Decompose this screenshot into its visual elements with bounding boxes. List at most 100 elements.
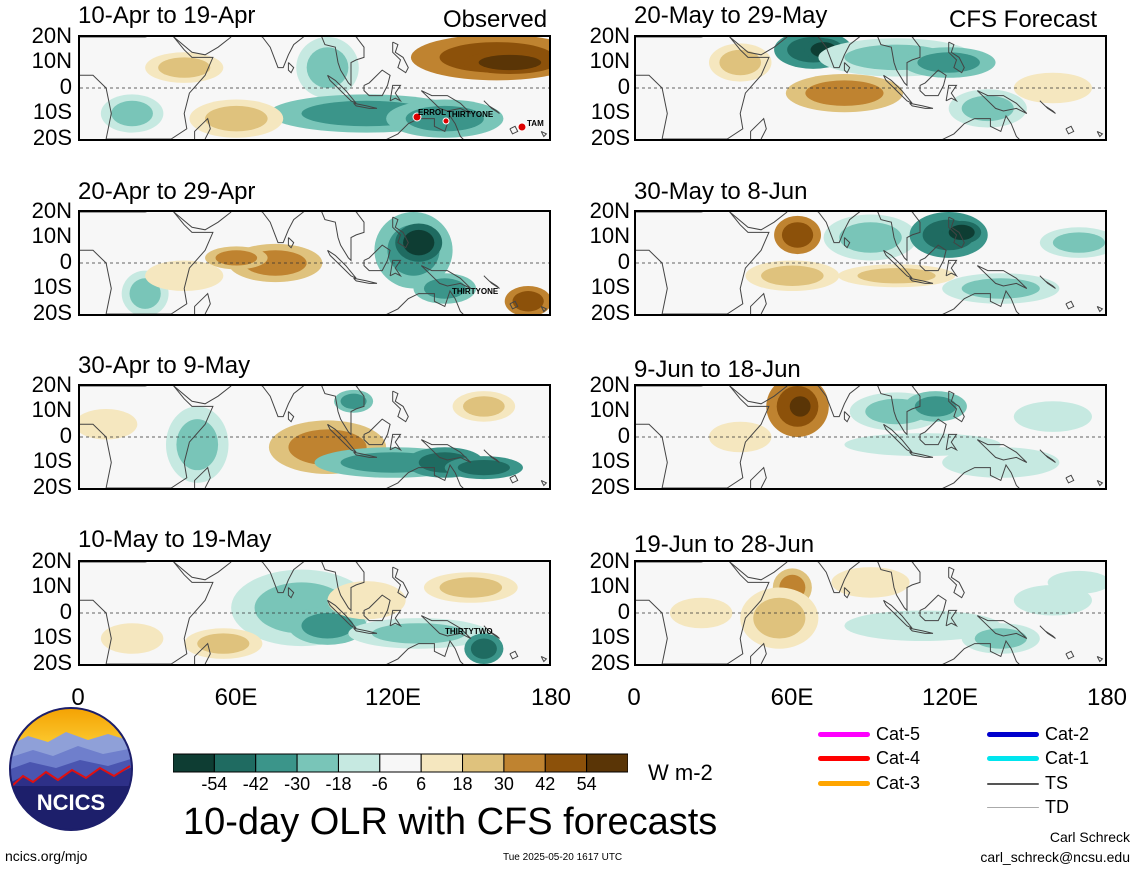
lat-label-obs-4-2: 0: [59, 599, 72, 624]
lat-label-obs-1-0: 20N: [31, 23, 72, 48]
ncics-logo: NCICS: [8, 706, 134, 832]
panel-title-fcst-1: 20-May to 29-May: [634, 2, 828, 29]
lat-label-obs-2-2: 0: [59, 249, 72, 274]
map-panel-fcst-2: [634, 210, 1107, 316]
main-title: 10-day OLR with CFS forecasts: [183, 801, 718, 843]
lat-label-obs-4-0: 20N: [31, 548, 72, 573]
lon-label-left-180: 180: [530, 684, 572, 711]
lat-label-fcst-1-1: 10N: [589, 48, 630, 73]
lat-label-obs-1-2: 0: [59, 74, 72, 99]
legend-label-cat-4: Cat-4: [876, 748, 921, 768]
legend-line-cat-3: [818, 781, 870, 786]
map-panel-fcst-3: [634, 384, 1107, 490]
legend-label-cat-2: Cat-2: [1045, 724, 1090, 744]
legend-label-cat-5: Cat-5: [876, 724, 921, 744]
lat-label-fcst-3-3: 10S: [590, 448, 630, 473]
lat-label-obs-1-1: 10N: [31, 48, 72, 73]
colorbar-tick-label: -54: [201, 774, 228, 794]
legend-line-cat-4: [818, 756, 870, 761]
observed-label: Observed: [443, 6, 548, 33]
colorbar-swatch: [255, 753, 298, 773]
legend-line-ts: [987, 783, 1039, 785]
lat-label-fcst-3-1: 10N: [589, 397, 630, 422]
legend-label-cat-1: Cat-1: [1045, 748, 1090, 768]
colorbar-swatch: [379, 753, 422, 773]
lat-label-fcst-4-1: 10N: [589, 573, 630, 598]
logo-text: NCICS: [37, 790, 105, 815]
colorbar-swatch: [337, 753, 381, 773]
colorbar-tick-label: 30: [493, 774, 514, 794]
lon-label-left-120e: 120E: [364, 684, 422, 711]
lon-label-right-0: 0: [627, 684, 641, 711]
colorbar-swatch: [462, 753, 505, 773]
lat-label-obs-4-3: 10S: [32, 624, 72, 649]
lat-label-obs-3-1: 10N: [31, 397, 72, 422]
map-panel-obs-3: [78, 384, 551, 490]
colorbar-swatch: [586, 753, 629, 773]
lon-label-right-180: 180: [1086, 684, 1128, 711]
panel-title-obs-3: 30-Apr to 9-May: [78, 352, 251, 379]
lat-label-fcst-4-2: 0: [617, 599, 630, 624]
panel-title-fcst-3: 9-Jun to 18-Jun: [634, 356, 801, 383]
colorbar-tick-label: -42: [242, 774, 269, 794]
lat-label-obs-4-4: 20S: [32, 650, 72, 675]
lat-label-obs-1-4: 20S: [32, 125, 72, 150]
colorbar-tick-label: 6: [416, 774, 427, 794]
colorbar-tick-label: 42: [535, 774, 556, 794]
colorbar-swatch: [420, 753, 464, 773]
lat-label-fcst-3-0: 20N: [589, 372, 630, 397]
lon-label-left-60e: 60E: [214, 684, 258, 711]
lat-label-fcst-2-3: 10S: [590, 274, 630, 299]
cfs-forecast-label: CFS Forecast: [949, 6, 1098, 33]
lat-label-obs-2-0: 20N: [31, 198, 72, 223]
lat-label-obs-2-1: 10N: [31, 223, 72, 248]
map-panel-fcst-4: [634, 560, 1107, 666]
colorbar-tick-label: -30: [284, 774, 311, 794]
lat-label-obs-3-3: 10S: [32, 448, 72, 473]
colorbar-swatch: [213, 753, 257, 773]
lat-label-obs-3-4: 20S: [32, 474, 72, 499]
lat-label-fcst-3-4: 20S: [590, 474, 630, 499]
colorbar-tick-label: 18: [452, 774, 473, 794]
lon-label-left-0: 0: [71, 684, 85, 711]
lat-label-obs-4-1: 10N: [31, 573, 72, 598]
lat-label-fcst-2-2: 0: [617, 249, 630, 274]
footer-author: Carl Schreck: [1049, 829, 1130, 845]
colorbar-tick-label: 54: [576, 774, 597, 794]
lat-label-obs-2-4: 20S: [32, 300, 72, 325]
legend-line-cat-1: [987, 756, 1039, 761]
lat-label-fcst-3-2: 0: [617, 423, 630, 448]
lon-label-right-120e: 120E: [921, 684, 979, 711]
panel-title-obs-4: 10-May to 19-May: [78, 526, 272, 553]
lat-label-obs-3-2: 0: [59, 423, 72, 448]
legend-label-cat-3: Cat-3: [876, 773, 921, 793]
footer-email: carl_schreck@ncsu.edu: [980, 849, 1130, 865]
lat-label-fcst-1-0: 20N: [589, 23, 630, 48]
colorbar-units: W m-2: [648, 760, 713, 785]
panel-title-obs-2: 20-Apr to 29-Apr: [78, 178, 256, 205]
map-panel-obs-2: [78, 210, 551, 316]
lat-label-fcst-2-1: 10N: [589, 223, 630, 248]
lon-label-right-60e: 60E: [770, 684, 814, 711]
colorbar-swatch: [503, 753, 546, 773]
lat-label-fcst-4-4: 20S: [590, 650, 630, 675]
footer-url: ncics.org/mjo: [5, 848, 88, 864]
lat-label-fcst-1-3: 10S: [590, 99, 630, 124]
lat-label-obs-3-0: 20N: [31, 372, 72, 397]
panel-title-obs-1: 10-Apr to 19-Apr: [78, 2, 256, 29]
lat-label-obs-1-3: 10S: [32, 99, 72, 124]
legend-line-cat-2: [987, 732, 1039, 737]
panel-title-fcst-4: 19-Jun to 28-Jun: [634, 531, 815, 558]
lat-label-fcst-1-2: 0: [617, 74, 630, 99]
map-panel-fcst-1: [634, 35, 1107, 141]
map-panel-obs-4: [78, 560, 551, 666]
footer-timestamp: Tue 2025-05-20 1617 UTC: [503, 852, 623, 863]
lat-label-fcst-4-3: 10S: [590, 624, 630, 649]
legend-line-cat-5: [818, 732, 870, 737]
colorbar-tick-label: -6: [371, 774, 388, 794]
lat-label-fcst-2-0: 20N: [589, 198, 630, 223]
legend-label-ts: TS: [1045, 773, 1069, 793]
lat-label-fcst-4-0: 20N: [589, 548, 630, 573]
colorbar-swatch: [296, 753, 339, 773]
lat-label-fcst-2-4: 20S: [590, 300, 630, 325]
